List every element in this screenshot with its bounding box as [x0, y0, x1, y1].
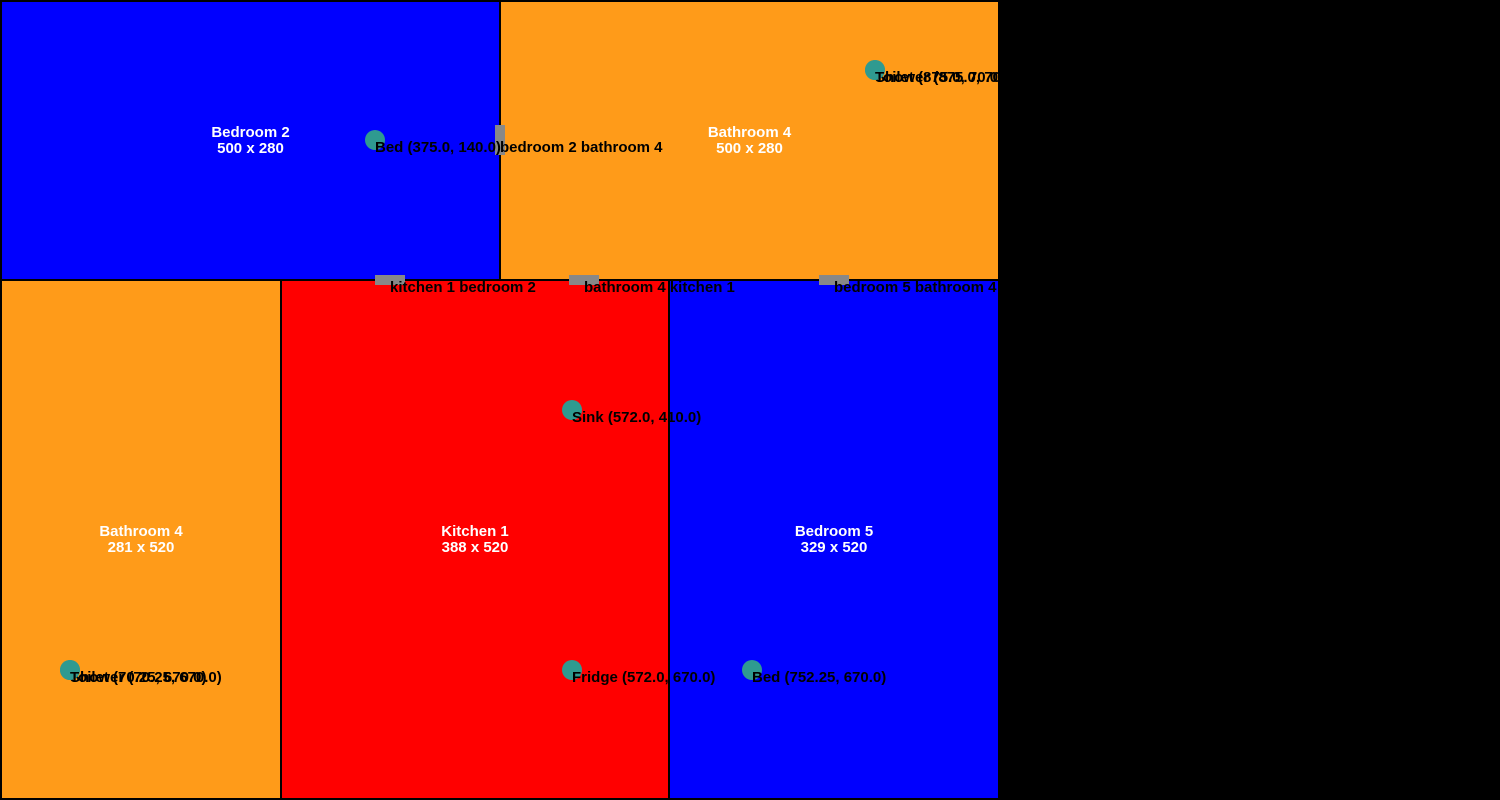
room-size: 500 x 280 — [716, 139, 783, 157]
fixture-label: Bed (752.25, 670.0) — [752, 669, 887, 686]
room-size: 329 x 520 — [800, 538, 868, 556]
room-label: Bedroom 2 500 x 280 — [2, 123, 499, 157]
door-label: kitchen 1 bedroom 2 — [390, 279, 536, 296]
room-label: Bedroom 5 329 x 520 — [670, 522, 998, 556]
fixture-label: Sink (572.0, 410.0) — [572, 409, 702, 426]
fixture-label: Toilet (70.25, 670.0) — [70, 669, 207, 686]
bed-fixture-icon — [365, 130, 385, 150]
room-size: 281 x 520 — [107, 538, 175, 556]
room-label: Bathroom 4 281 x 520 — [2, 522, 280, 556]
fixture-label: Shower (70.25, 670.0) — [70, 669, 222, 686]
fridge-fixture-icon — [562, 660, 582, 680]
room-bathroom-4-left: Bathroom 4 281 x 520 — [0, 279, 282, 800]
room-name: Kitchen 1 — [441, 522, 509, 540]
room-name: Bathroom 4 — [99, 522, 183, 540]
room-size: 388 x 520 — [441, 538, 509, 556]
room-label: Bathroom 4 500 x 280 — [501, 123, 998, 157]
room-bedroom-2: Bedroom 2 500 x 280 — [0, 0, 501, 281]
fixture-label: Bed (375.0, 140.0) — [375, 139, 501, 156]
door-bedroom-2-bathroom-4 — [495, 125, 505, 155]
floor-plan: Bedroom 2 500 x 280 Bathroom 4 500 x 280… — [0, 0, 1000, 800]
empty-canvas-area — [1000, 0, 1500, 800]
door-label: bedroom 5 bathroom 4 — [834, 279, 997, 296]
toilet-fixture-icon — [865, 60, 885, 80]
room-bedroom-5: Bedroom 5 329 x 520 — [668, 279, 1000, 800]
room-name: Bathroom 4 — [707, 123, 792, 141]
room-label: Kitchen 1 388 x 520 — [282, 522, 668, 556]
room-name: Bedroom 2 — [211, 123, 290, 141]
toilet-fixture-icon — [60, 660, 80, 680]
door-label: bedroom 2 bathroom 4 — [500, 139, 663, 156]
door-bathroom-4-kitchen-1 — [569, 275, 599, 285]
room-kitchen-1: Kitchen 1 388 x 520 — [280, 279, 670, 800]
room-name: Bedroom 5 — [794, 522, 874, 540]
fixture-label: Fridge (572.0, 670.0) — [572, 669, 716, 686]
fixture-label: Toilet (875.0, 70.0) — [875, 69, 1000, 86]
room-bathroom-4-top: Bathroom 4 500 x 280 — [499, 0, 1000, 281]
room-size: 500 x 280 — [217, 139, 284, 157]
sink-fixture-icon — [562, 400, 582, 420]
door-kitchen-1-bedroom-2 — [375, 275, 405, 285]
bed-fixture-icon — [742, 660, 762, 680]
fixture-label: Shower (875.0, 70.0) — [875, 69, 1000, 86]
door-label: bathroom 4 kitchen 1 — [584, 279, 735, 296]
door-bedroom-5-bathroom-4 — [819, 275, 849, 285]
